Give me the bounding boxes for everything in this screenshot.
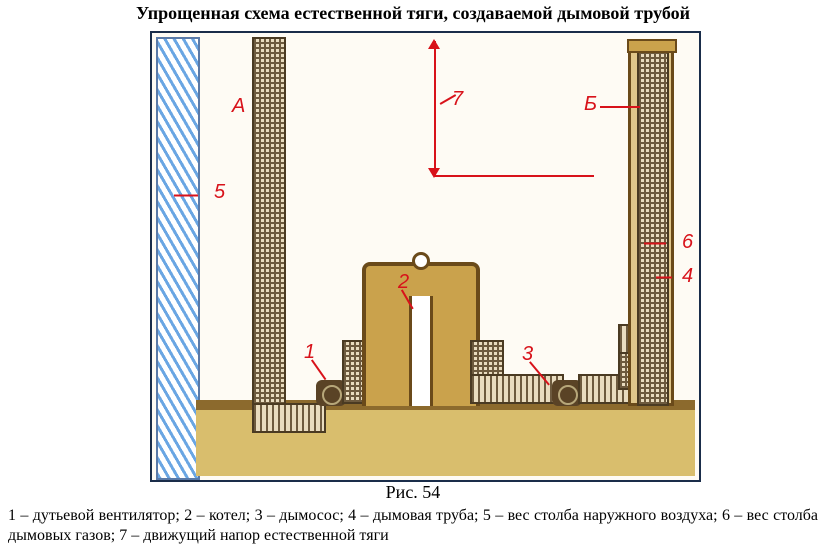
leader-4: [656, 277, 672, 279]
diagram-panel: А Б 7 5 6 4 2 1 3: [150, 31, 701, 482]
boiler-furnace-slot: [409, 296, 433, 406]
label-4: 4: [682, 265, 693, 288]
figure-number: Рис. 54: [0, 482, 826, 503]
label-a: А: [232, 95, 245, 118]
intake-horizontal: [252, 403, 326, 433]
fan-rotor-icon: [322, 385, 342, 405]
leader-b: [600, 106, 640, 108]
page-title: Упрощенная схема естественной тяги, созд…: [0, 3, 826, 24]
label-6: 6: [682, 231, 693, 254]
flue-gas-column: [637, 44, 669, 406]
label-7: 7: [452, 88, 463, 111]
dimension-extension: [434, 175, 594, 177]
boiler: [362, 262, 480, 406]
outside-air-wall: [156, 37, 200, 480]
leader-5: [174, 195, 198, 197]
leader-1: [311, 359, 326, 380]
leader-6: [644, 243, 666, 245]
fan-rotor-icon: [558, 385, 578, 405]
chimney-cap: [627, 39, 677, 53]
label-b: Б: [584, 93, 597, 116]
draft-head-dimension: [434, 41, 436, 176]
label-5: 5: [214, 181, 225, 204]
outlet-horizontal: [470, 374, 564, 404]
intake-duct: [252, 37, 286, 411]
arrow-up-icon: [428, 39, 440, 49]
figure-legend: 1 – дутьевой вентилятор; 2 – котел; 3 – …: [8, 506, 818, 546]
boiler-top-knob: [412, 252, 430, 270]
